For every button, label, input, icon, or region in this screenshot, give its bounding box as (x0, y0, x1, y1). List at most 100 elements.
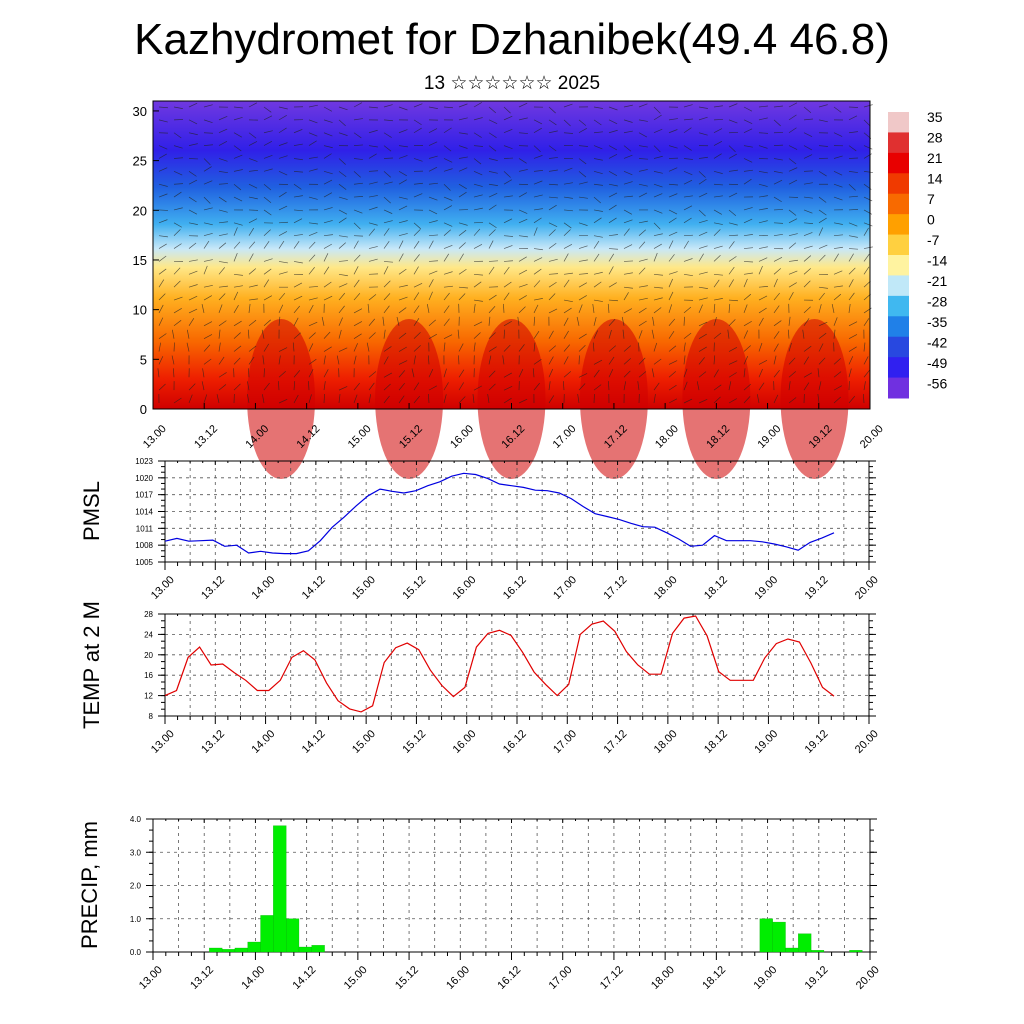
wind-barb (443, 342, 446, 352)
colorbar-segment (888, 112, 909, 133)
wind-barb (488, 346, 497, 352)
wind-barb (308, 241, 316, 249)
wind-barb (713, 128, 723, 134)
wind-barb (758, 382, 765, 391)
wind-barb (593, 196, 601, 204)
wind-barb (248, 141, 258, 146)
grid-lines (165, 461, 869, 562)
wind-barb (608, 329, 612, 339)
wind-barb (533, 330, 540, 339)
wind-barb (788, 179, 798, 185)
wind-barb (308, 254, 316, 262)
wind-barb (863, 342, 866, 352)
wind-barb (668, 217, 677, 224)
wind-barb (203, 259, 213, 262)
y-tick-label: 1023 (135, 457, 153, 466)
wind-barb (173, 171, 183, 176)
wind-barb (713, 303, 716, 313)
wind-barb (563, 330, 569, 339)
wind-barb (488, 106, 497, 114)
wind-barb (368, 332, 376, 339)
wind-barb (608, 183, 618, 187)
wind-barb (503, 320, 512, 327)
x-tick-label: 17.00 (551, 423, 579, 451)
wind-barb (218, 221, 228, 224)
wind-barb (488, 355, 492, 365)
wind-barb (473, 273, 483, 276)
y-axis-label: TEMP at 2 M (79, 601, 104, 729)
wind-barb (173, 106, 183, 110)
wind-barb (308, 332, 316, 339)
wind-barb (503, 281, 512, 288)
colorbar-segment (888, 377, 909, 399)
wind-barb (653, 273, 663, 276)
wind-barb (353, 266, 359, 275)
wind-barb (428, 270, 438, 275)
wind-barb (743, 158, 753, 163)
wind-barb (428, 128, 438, 134)
wind-barb (818, 145, 828, 147)
wind-barb (323, 207, 333, 211)
wind-barb (382, 316, 385, 326)
x-tick-label: 17.00 (547, 964, 575, 992)
wind-barb (608, 129, 618, 134)
wind-barb (758, 257, 768, 262)
wind-barb (398, 205, 408, 211)
wind-barb (293, 183, 302, 190)
wind-barb (323, 295, 333, 301)
wind-barb (563, 371, 572, 378)
wind-barb (203, 104, 213, 108)
wind-barb (338, 394, 341, 404)
wind-barb (833, 358, 841, 365)
wind-barb (503, 344, 511, 352)
wind-barb (698, 231, 708, 237)
wind-barb (323, 393, 325, 404)
wind-barb (323, 331, 331, 339)
wind-barb (728, 103, 738, 108)
colorbar-segment (888, 234, 909, 256)
wind-barb (683, 217, 692, 224)
wind-barb (308, 222, 318, 225)
wind-barb (818, 304, 822, 314)
wind-barb (443, 158, 453, 163)
wind-barb (803, 306, 811, 314)
wind-barb (293, 195, 303, 198)
wind-barb (173, 243, 182, 249)
wind-barb (548, 258, 558, 262)
wind-barb (548, 130, 558, 134)
wind-barb (863, 119, 871, 127)
wind-barb (548, 106, 556, 114)
wind-barb (623, 219, 633, 224)
wind-barb (758, 342, 763, 352)
wind-barb (592, 342, 595, 352)
wind-barb (473, 145, 483, 147)
wind-barb (817, 394, 820, 404)
wind-barb (398, 332, 407, 339)
wind-barb (173, 132, 182, 139)
wind-barb (593, 171, 603, 175)
wind-barb (158, 279, 165, 288)
warm-pulse (682, 319, 751, 479)
wind-barb (188, 318, 195, 326)
x-tick-label: 13.12 (192, 423, 220, 451)
wind-barb (548, 395, 555, 404)
wind-barb (623, 370, 631, 378)
wind-barb (623, 195, 633, 198)
wind-barb (263, 268, 272, 275)
wind-barb (278, 231, 288, 237)
x-tick-label: 16.12 (501, 574, 529, 602)
wind-barb (788, 218, 798, 224)
wind-barb (818, 292, 825, 301)
wind-barb (578, 383, 586, 391)
wind-barb (158, 356, 164, 365)
colorbar-segment (888, 295, 909, 317)
wind-barb (848, 106, 859, 108)
wind-barb (788, 292, 794, 301)
wind-barb (818, 343, 824, 352)
wind-barb (443, 229, 451, 236)
wind-barb (383, 395, 390, 404)
wind-barb (473, 117, 483, 121)
wind-barb (548, 169, 558, 172)
wind-barb (338, 292, 346, 301)
